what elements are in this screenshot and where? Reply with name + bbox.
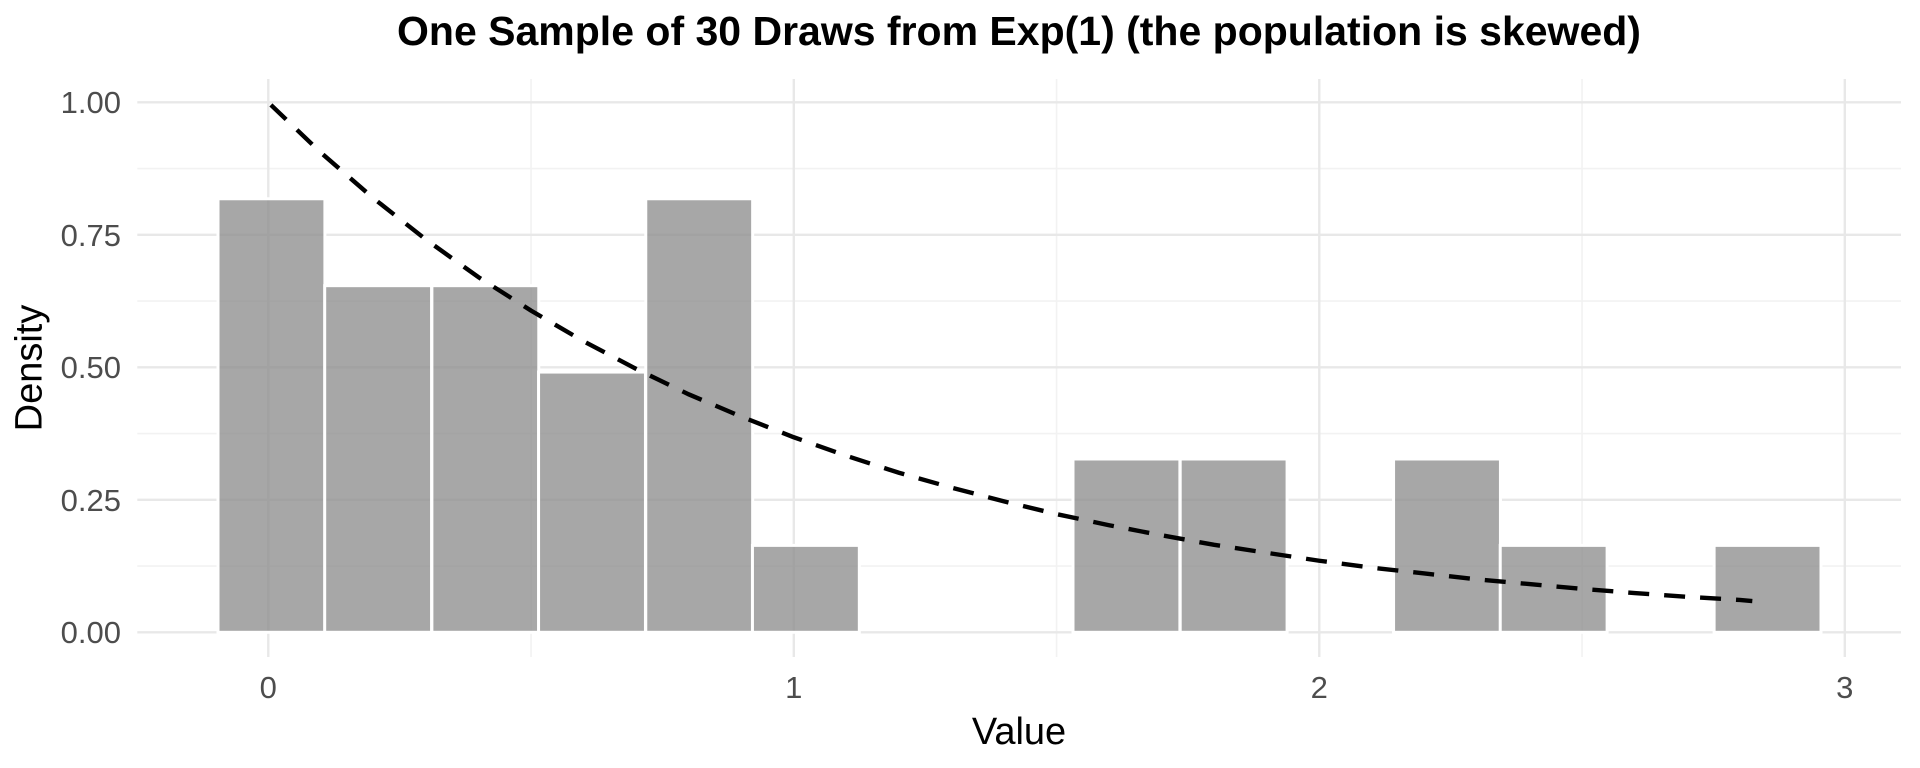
x-tick-label: 1 [785,670,803,705]
y-tick-label: 1.00 [60,85,121,121]
histogram-bar [644,197,755,634]
histogram-bar [1712,543,1823,634]
histogram-bar [1071,457,1182,634]
x-tick-label: 0 [259,670,277,705]
histogram-bar [537,370,647,634]
y-tick-label: 0.25 [60,482,121,518]
y-tick-label: 0.50 [60,350,121,386]
histogram-bar [1498,543,1609,634]
y-tick-label: 0.75 [60,217,121,253]
density-curve [269,103,1753,604]
y-axis-title: Density [8,304,51,432]
histogram-bars [216,197,1823,634]
y-tick-label: 0.00 [60,615,121,651]
histogram-bar [430,284,541,634]
x-axis-title: Value [971,711,1067,753]
x-tick-label: 2 [1310,670,1328,705]
histogram-bar [750,543,861,634]
histogram-bar [216,197,327,634]
x-tick-label: 3 [1836,670,1854,705]
histogram-bar [1392,457,1502,634]
chart-title: One Sample of 30 Draws from Exp(1) (the … [397,8,1641,54]
histogram-bar [1178,457,1289,634]
histogram-bar [323,284,434,634]
